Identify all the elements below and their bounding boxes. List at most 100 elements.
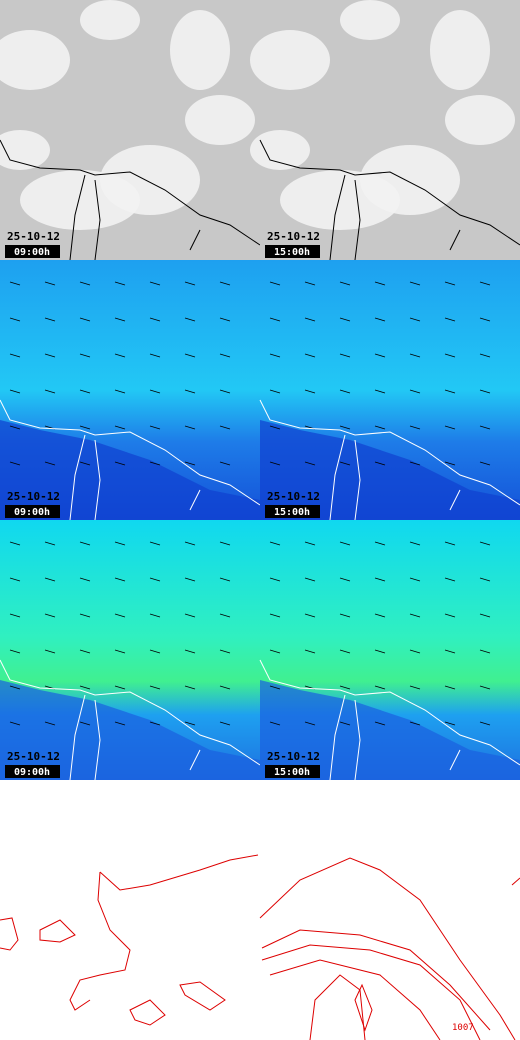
- label: 25-10-12 09:00h: [5, 750, 60, 778]
- wind-arrow: [444, 649, 456, 654]
- low-region: [0, 680, 260, 780]
- wind-arrow: [339, 613, 351, 618]
- wind-arrow: [219, 317, 231, 322]
- wind-arrow: [409, 425, 421, 430]
- wind-arrow: [444, 317, 456, 322]
- wind-arrow: [339, 281, 351, 286]
- wind-arrow: [44, 461, 56, 466]
- wind-arrow: [44, 281, 56, 286]
- cloud: [445, 95, 515, 145]
- wind-arrow: [219, 685, 231, 690]
- wind-arrow: [9, 613, 21, 618]
- wind-arrow: [184, 541, 196, 546]
- wind-arrow: [479, 721, 491, 726]
- wind-arrow: [79, 353, 91, 358]
- wind-arrow: [374, 281, 386, 286]
- wind-arrow: [269, 461, 281, 466]
- wind-arrow: [149, 649, 161, 654]
- wind-arrow: [479, 425, 491, 430]
- wind-arrow: [9, 577, 21, 582]
- wind-arrow: [339, 425, 351, 430]
- wind-arrow: [374, 389, 386, 394]
- wind-arrow: [184, 281, 196, 286]
- wind-arrow: [44, 721, 56, 726]
- coastline: [0, 659, 261, 781]
- wind-arrow: [339, 389, 351, 394]
- wind-arrow: [79, 685, 91, 690]
- wind-arrow: [9, 353, 21, 358]
- label: 25-10-12 09:00h: [5, 230, 60, 258]
- date-label: 25-10-12: [7, 750, 60, 763]
- wind-arrow: [409, 541, 421, 546]
- wind-arrow: [149, 425, 161, 430]
- wind-arrow: [9, 425, 21, 430]
- time-label: 15:00h: [274, 507, 310, 518]
- date-box: 25-10-12: [267, 490, 320, 503]
- wind-arrow: [184, 613, 196, 618]
- wind-arrow: [149, 317, 161, 322]
- wind-arrow: [269, 649, 281, 654]
- date-box: 25-10-12: [7, 490, 60, 503]
- wind-arrow: [374, 721, 386, 726]
- wind-arrow: [79, 425, 91, 430]
- wind-arrow: [479, 649, 491, 654]
- wind-arrow: [339, 721, 351, 726]
- wind-arrow: [114, 461, 126, 466]
- wind-arrow: [219, 281, 231, 286]
- map-panel: 25-10-12 15:00h: [259, 520, 520, 781]
- wind-arrow: [374, 541, 386, 546]
- time-label: 15:00h: [274, 247, 310, 258]
- wind-arrow: [269, 541, 281, 546]
- date-label: 25-10-12: [267, 750, 320, 763]
- wind-arrow: [339, 685, 351, 690]
- wind-arrow: [44, 317, 56, 322]
- wind-arrow: [149, 541, 161, 546]
- map-panel: 25-10-12 09:00h: [0, 260, 261, 521]
- wind-arrow: [304, 317, 316, 322]
- time-box: [5, 765, 60, 778]
- time-label: 15:00h: [274, 767, 310, 778]
- wind-arrow: [114, 577, 126, 582]
- wind-arrow: [44, 541, 56, 546]
- wind-arrow: [479, 685, 491, 690]
- wind-arrow: [184, 649, 196, 654]
- cloud: [250, 130, 310, 170]
- wind-arrow: [44, 577, 56, 582]
- time-label: 09:00h: [14, 507, 50, 518]
- wind-arrow: [444, 685, 456, 690]
- wind-arrow: [444, 461, 456, 466]
- wind-arrow: [479, 461, 491, 466]
- wind-arrow: [374, 317, 386, 322]
- wind-arrow: [304, 577, 316, 582]
- wind-arrow: [114, 425, 126, 430]
- wind-arrow: [304, 613, 316, 618]
- wind-arrow: [149, 577, 161, 582]
- wind-arrow: [339, 317, 351, 322]
- wind-arrow: [269, 353, 281, 358]
- wind-arrow: [374, 353, 386, 358]
- wind-arrow: [269, 425, 281, 430]
- wind-arrow: [79, 281, 91, 286]
- coastline: [259, 139, 520, 261]
- wind-arrow: [374, 577, 386, 582]
- wind-arrow: [374, 649, 386, 654]
- date-box: 25-10-12: [7, 230, 60, 243]
- date-label: 25-10-12: [7, 230, 60, 243]
- wind-arrow: [149, 685, 161, 690]
- wind-arrow: [9, 389, 21, 394]
- label: 25-10-12 15:00h: [265, 230, 320, 258]
- map-panel: 25-10-12 09:00h: [0, 520, 261, 781]
- contour-label: 1007: [452, 1023, 474, 1033]
- wind-arrow: [219, 541, 231, 546]
- wind-arrow: [409, 721, 421, 726]
- wind-arrow: [269, 721, 281, 726]
- map-panel: 25-10-12 15:00h: [250, 0, 520, 261]
- wind-arrow: [79, 649, 91, 654]
- time-box: [265, 765, 320, 778]
- wind-arrow: [44, 613, 56, 618]
- time-box: [5, 245, 60, 258]
- cloud: [0, 130, 50, 170]
- wind-arrow: [444, 613, 456, 618]
- wind-arrow: [479, 389, 491, 394]
- wind-arrow: [374, 461, 386, 466]
